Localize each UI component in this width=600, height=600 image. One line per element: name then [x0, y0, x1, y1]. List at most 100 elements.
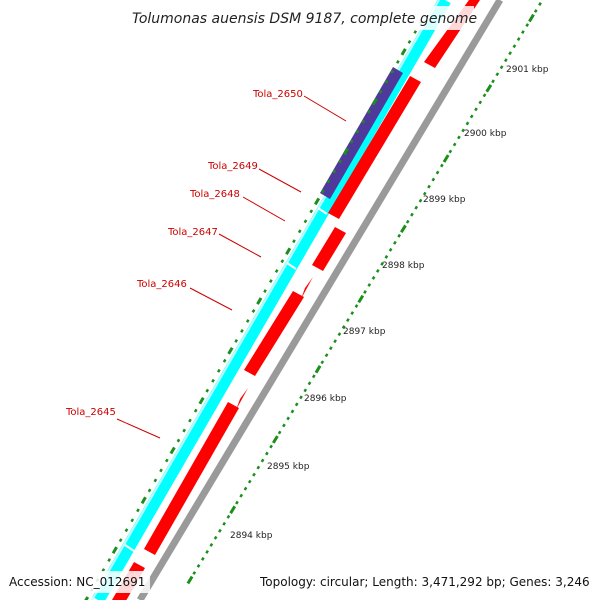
gene-label[interactable]: Tola_2649 — [207, 161, 258, 172]
minor-tick — [211, 378, 215, 383]
minor-tick — [265, 451, 269, 456]
minor-tick — [378, 89, 383, 94]
minor-tick — [263, 289, 267, 294]
minor-tick — [355, 129, 360, 134]
minor-tick — [222, 521, 226, 526]
scale-labels: 2894 kbp 2895 kbp 2896 kbp 2897 kbp 2898… — [230, 65, 549, 541]
gene-label[interactable]: Tola_2646 — [136, 279, 187, 290]
gene-label[interactable]: Tola_2647 — [167, 227, 218, 238]
minor-tick — [303, 388, 308, 393]
minor-tick — [240, 328, 244, 333]
minus-gene — [312, 227, 346, 271]
genome-summary: Topology: circular; Length: 3,471,292 bp… — [259, 575, 590, 589]
strand-shadow — [136, 0, 504, 600]
minor-tick — [354, 304, 359, 308]
minor-tick — [499, 65, 504, 70]
minor-tick — [124, 528, 129, 533]
minor-tick — [320, 360, 325, 365]
minor-tick — [269, 444, 273, 449]
highlight-gene — [320, 67, 403, 199]
minor-tick — [222, 358, 227, 363]
major-tick — [528, 13, 535, 23]
minor-tick — [294, 402, 299, 407]
minor-tick — [363, 290, 367, 294]
major-tick — [357, 294, 365, 304]
minor-tick — [349, 139, 354, 144]
minor-tick — [252, 472, 256, 477]
minus-gene — [244, 291, 304, 376]
minor-tick — [508, 51, 512, 56]
minor-tick — [118, 538, 123, 543]
gene-label[interactable]: Tola_2648 — [189, 189, 240, 200]
minor-tick — [397, 233, 401, 238]
minor-tick — [286, 416, 290, 421]
major-tick — [140, 496, 147, 505]
tick-label: 2897 kbp — [343, 327, 386, 337]
footer: Accession: NC_012691 Topology: circular;… — [0, 571, 600, 593]
minor-tick — [337, 332, 342, 337]
minor-tick — [217, 368, 221, 373]
minor-tick — [521, 30, 525, 35]
gene-label[interactable]: Tola_2645 — [65, 407, 116, 418]
tick-label: 2898 kbp — [382, 261, 425, 271]
minor-tick — [393, 240, 397, 245]
minor-tick — [396, 59, 400, 64]
minor-tick — [159, 468, 163, 473]
minor-tick — [209, 542, 214, 547]
minor-tick — [303, 219, 308, 224]
minus-arrowhead — [301, 277, 313, 299]
minor-tick — [256, 465, 261, 470]
major-tick — [485, 84, 493, 93]
minus-gene — [328, 76, 421, 219]
major-tick — [442, 154, 450, 163]
minor-tick — [101, 568, 106, 573]
minor-tick — [407, 39, 412, 44]
minor-tick — [538, 2, 542, 6]
major-tick — [186, 575, 194, 585]
major-tick — [342, 147, 350, 156]
minor-tick — [474, 107, 478, 112]
major-tick — [229, 505, 237, 514]
major-tick — [198, 396, 205, 405]
gene-label[interactable]: Tola_2650 — [252, 89, 303, 100]
minor-tick — [205, 549, 209, 554]
minor-tick — [418, 198, 423, 203]
minor-tick — [495, 72, 500, 77]
minor-tick — [413, 30, 418, 34]
minor-tick — [410, 212, 414, 217]
minor-tick — [282, 423, 286, 428]
tick-label: 2899 kbp — [423, 195, 466, 205]
minor-tick — [341, 325, 346, 330]
minor-tick — [491, 79, 495, 84]
minor-tick — [452, 142, 457, 147]
minor-tick — [226, 514, 231, 519]
minor-tick — [371, 276, 376, 280]
minor-tick — [431, 177, 436, 182]
minor-tick — [440, 163, 444, 168]
major-tick — [227, 347, 234, 355]
minor-tick — [367, 109, 371, 114]
minor-tick — [292, 239, 296, 244]
tick-label: 2901 kbp — [506, 65, 549, 75]
minor-tick — [346, 318, 350, 323]
major-tick — [256, 297, 263, 305]
minor-tick — [192, 571, 197, 575]
minor-tick — [200, 556, 205, 561]
inner-ticks — [84, 20, 423, 600]
minor-tick — [176, 438, 181, 443]
minor-tick — [243, 486, 248, 491]
minor-tick — [367, 283, 372, 287]
minor-tick — [269, 279, 273, 284]
minor-tick — [311, 374, 316, 379]
minor-tick — [482, 93, 487, 98]
minor-tick — [326, 179, 331, 184]
minor-tick — [390, 69, 394, 74]
minor-tick — [380, 261, 384, 266]
minor-tick — [280, 259, 285, 264]
minor-tick — [405, 219, 410, 224]
major-tick — [371, 97, 378, 106]
minor-tick — [153, 478, 158, 483]
minor-tick — [213, 535, 218, 540]
minor-tick — [512, 44, 517, 49]
